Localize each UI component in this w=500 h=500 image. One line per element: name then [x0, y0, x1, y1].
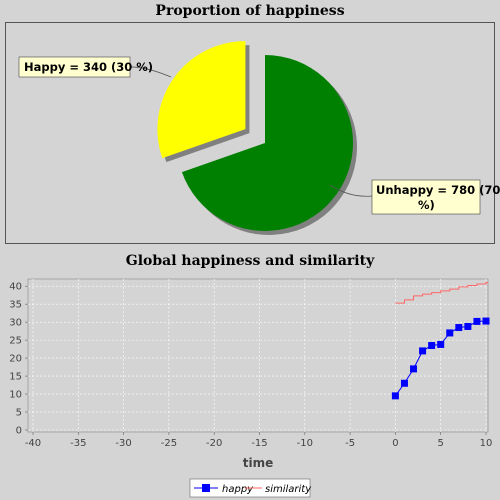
y-tick-label: 20	[9, 354, 22, 365]
pie-label-unhappy-line2: %)	[418, 198, 435, 212]
y-tick-label: 40	[9, 282, 22, 293]
y-axis-ticks: 0 5 10 15 20 25 30 35 40	[9, 282, 28, 437]
x-axis-ticks: -40 -35 -30 -25 -20 -15 -10 -5 0 5 10	[25, 432, 493, 449]
legend-similarity-label: similarity	[265, 484, 312, 495]
pie-slice-unhappy[interactable]	[181, 55, 353, 231]
pie-connector-unhappy	[329, 184, 373, 197]
x-tick-label: -35	[70, 438, 86, 449]
legend-happy-label: happy	[222, 484, 254, 495]
pie-label-happy: Happy = 340 (30 %)	[24, 60, 153, 74]
data-point-happy	[428, 342, 436, 350]
y-tick-label: 15	[9, 372, 22, 383]
x-tick-label: 10	[480, 438, 493, 449]
x-tick-label: -30	[115, 438, 131, 449]
x-tick-label: -15	[251, 438, 267, 449]
series-line-similarity	[395, 282, 488, 304]
data-point-happy	[464, 322, 472, 330]
data-point-happy	[400, 379, 408, 387]
data-point-happy	[391, 392, 399, 400]
line-chart-title: Global happiness and similarity	[125, 253, 375, 269]
data-point-happy	[410, 365, 418, 373]
data-point-happy	[473, 317, 481, 325]
data-point-happy	[482, 317, 490, 325]
plot-area	[27, 278, 489, 433]
pie-chart-title: Proportion of happiness	[155, 3, 345, 19]
pie-label-box-unhappy	[371, 179, 481, 215]
y-tick-label: 35	[9, 300, 22, 311]
y-tick-label: 30	[9, 318, 22, 329]
data-point-happy	[446, 329, 454, 337]
x-tick-label: -10	[297, 438, 313, 449]
data-point-happy	[419, 347, 427, 355]
legend-happy-marker	[202, 484, 210, 492]
pie-chart: Happy = 340 (30 %) Unhappy = 780 (70 %)	[18, 41, 500, 235]
x-tick-label: 0	[392, 438, 398, 449]
x-tick-label: -40	[25, 438, 41, 449]
y-tick-label: 0	[16, 426, 22, 437]
pie-chart-panel	[5, 22, 495, 244]
y-tick-label: 5	[16, 408, 22, 419]
x-tick-label: -25	[161, 438, 177, 449]
y-tick-label: 10	[9, 390, 22, 401]
data-point-happy	[455, 324, 463, 332]
series-markers	[391, 317, 490, 400]
pie-label-box-happy	[18, 56, 131, 78]
data-point-happy	[437, 340, 445, 348]
x-tick-label: 5	[438, 438, 444, 449]
y-tick-label: 25	[9, 336, 22, 347]
grid-lines	[28, 279, 488, 432]
x-tick-label: -5	[345, 438, 355, 449]
line-chart: 0 5 10 15 20 25 30 35 40 -40 -35 -30 -25 -20 -15 -10 -5…	[9, 278, 493, 470]
x-tick-label: -20	[206, 438, 222, 449]
x-axis-label: time	[243, 456, 274, 470]
pie-slice-happy[interactable]	[157, 41, 246, 159]
legend: happy similarity	[189, 478, 312, 498]
pie-label-unhappy-line1: Unhappy = 780 (70	[376, 183, 500, 197]
